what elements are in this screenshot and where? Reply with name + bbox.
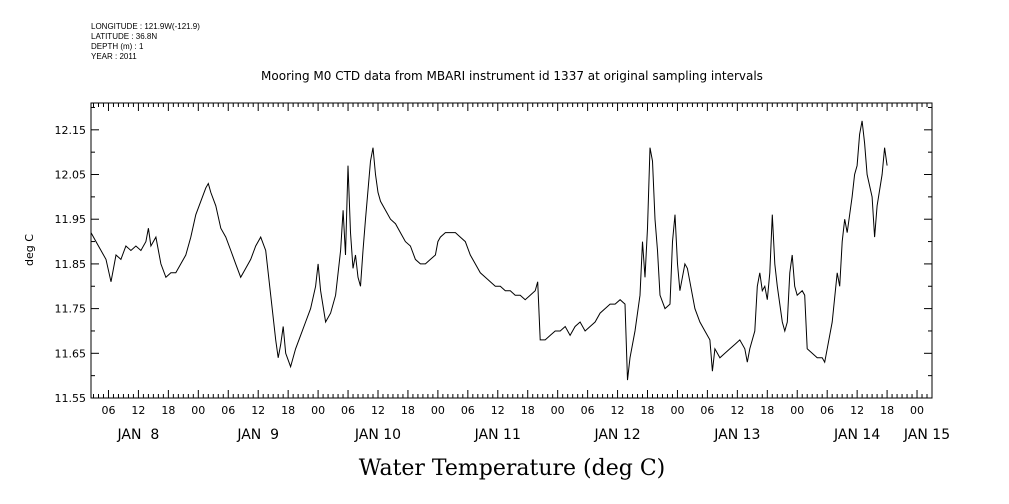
day-label: JAN 13 <box>713 427 760 443</box>
x-tick-label: 12 <box>131 404 145 417</box>
day-label: JAN 8 <box>117 427 160 443</box>
y-axis: 11.55 11.65 11.75 11.85 11.95 12.05 12.15 <box>55 106 932 405</box>
x-tick-label: 06 <box>341 404 355 417</box>
x-tick-label: 00 <box>551 404 565 417</box>
x-tick-label: 12 <box>251 404 265 417</box>
x-tick-label: 00 <box>431 404 445 417</box>
x-tick-label: 18 <box>760 404 774 417</box>
day-label: JAN 15 <box>903 427 950 443</box>
day-label: JAN 9 <box>236 427 279 443</box>
plot-frame <box>90 102 933 399</box>
temperature-line <box>90 120 888 381</box>
y-tick-label: 12.05 <box>55 169 87 182</box>
x-tick-label: 18 <box>641 404 655 417</box>
day-labels: JAN 8 JAN 9 JAN 10 JAN 11 JAN 12 JAN 13 JAN 14… <box>117 427 951 443</box>
x-tick-label: 06 <box>581 404 595 417</box>
x-tick-label: 12 <box>611 404 625 417</box>
x-tick-label: 12 <box>371 404 385 417</box>
y-tick-label: 11.85 <box>55 258 87 271</box>
x-axis-label: Water Temperature (deg C) <box>359 456 666 481</box>
x-tick-label: 06 <box>101 404 115 417</box>
depth-text: DEPTH (m) : 1 <box>91 42 144 51</box>
y-axis-label: deg C <box>23 234 36 266</box>
x-tick-label: 00 <box>670 404 684 417</box>
chart-title: Mooring M0 CTD data from MBARI instrumen… <box>261 69 763 83</box>
y-tick-label: 11.65 <box>55 347 87 360</box>
day-label: JAN 12 <box>593 427 640 443</box>
x-tick-label: 00 <box>790 404 804 417</box>
x-tick-label: 18 <box>521 404 535 417</box>
x-tick-label: 00 <box>910 404 924 417</box>
x-tick-label: 12 <box>850 404 864 417</box>
x-tick-label: 18 <box>161 404 175 417</box>
latitude-text: LATITUDE : 36.8N <box>91 32 158 41</box>
day-label: JAN 11 <box>474 427 521 443</box>
x-tick-label: 06 <box>700 404 714 417</box>
x-axis: 06 12 18 00 06 12 18 00 06 12 18 00 06 12 18 00 06 12 18 00… <box>92 103 933 417</box>
x-tick-label: 12 <box>730 404 744 417</box>
year-text: YEAR : 2011 <box>91 52 137 61</box>
x-tick-label: 18 <box>281 404 295 417</box>
metadata-block: LONGITUDE : 121.9W(-121.9) LATITUDE : 36… <box>91 22 200 62</box>
day-label: JAN 10 <box>354 427 401 443</box>
y-tick-label: 12.15 <box>55 124 87 137</box>
y-tick-label: 11.95 <box>55 213 87 226</box>
longitude-text: LONGITUDE : 121.9W(-121.9) <box>91 22 200 31</box>
x-tick-label: 12 <box>491 404 505 417</box>
y-tick-label: 11.75 <box>55 303 87 316</box>
x-tick-label: 18 <box>880 404 894 417</box>
x-tick-label: 18 <box>401 404 415 417</box>
day-label: JAN 14 <box>833 427 880 443</box>
x-tick-label: 06 <box>820 404 834 417</box>
x-tick-label: 00 <box>311 404 325 417</box>
x-tick-label: 06 <box>461 404 475 417</box>
x-tick-label: 06 <box>221 404 235 417</box>
x-tick-label: 00 <box>191 404 205 417</box>
y-tick-label: 11.55 <box>55 392 87 405</box>
